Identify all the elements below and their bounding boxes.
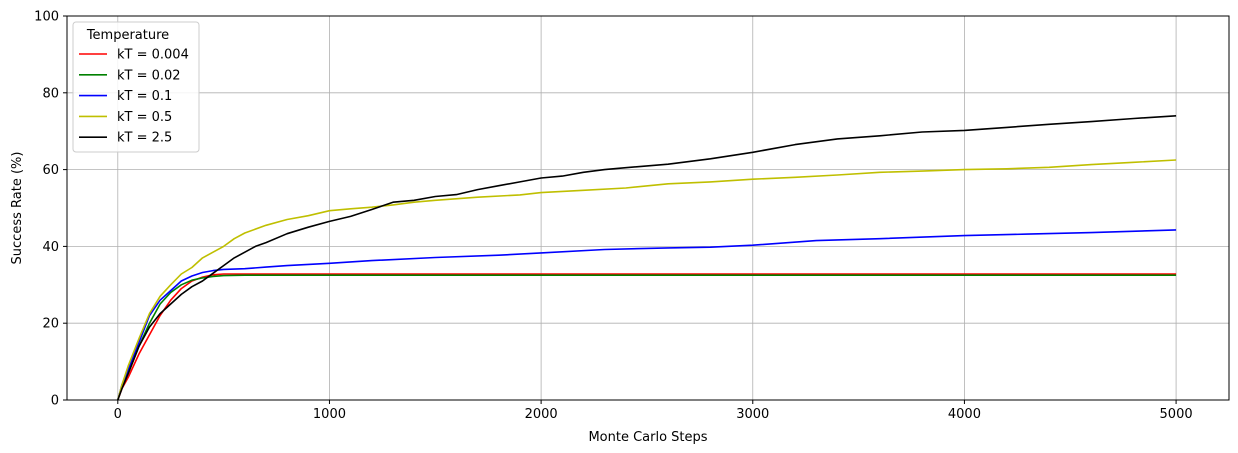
y-tick-label: 40 [42, 240, 59, 255]
legend-label: kT = 2.5 [117, 131, 172, 146]
legend-label: kT = 0.1 [117, 89, 172, 104]
series-line-3 [117, 229, 1177, 401]
y-axis: 0 20 40 60 80 100 [34, 10, 67, 409]
series-layer [117, 115, 1177, 401]
x-axis: 0 1000 2000 3000 4000 5000 [114, 400, 1193, 422]
y-tick-label: 0 [51, 394, 59, 409]
y-tick-label: 60 [42, 163, 59, 178]
y-axis-label: Success Rate (%) [10, 152, 25, 265]
x-tick-label: 0 [114, 407, 122, 422]
legend-label: kT = 0.02 [117, 68, 181, 83]
y-tick-label: 20 [42, 317, 59, 332]
x-tick-label: 1000 [313, 407, 346, 422]
x-tick-label: 5000 [1160, 407, 1193, 422]
legend-title: Temperature [86, 28, 169, 43]
legend: Temperature kT = 0.004 kT = 0.02 kT = 0.1 k… [72, 21, 200, 153]
plot-frame [66, 15, 1230, 401]
x-tick-label: 3000 [736, 407, 769, 422]
legend-label: kT = 0.5 [117, 110, 172, 125]
y-tick-label: 80 [42, 86, 59, 101]
x-axis-label: Monte Carlo Steps [588, 430, 707, 445]
x-tick-label: 4000 [948, 407, 981, 422]
series-line-5 [117, 115, 1177, 401]
y-tick-label: 100 [34, 10, 59, 25]
series-line-4 [117, 159, 1177, 401]
plot-area [67, 16, 1229, 400]
x-tick-label: 2000 [525, 407, 558, 422]
legend-label: kT = 0.004 [117, 48, 189, 63]
